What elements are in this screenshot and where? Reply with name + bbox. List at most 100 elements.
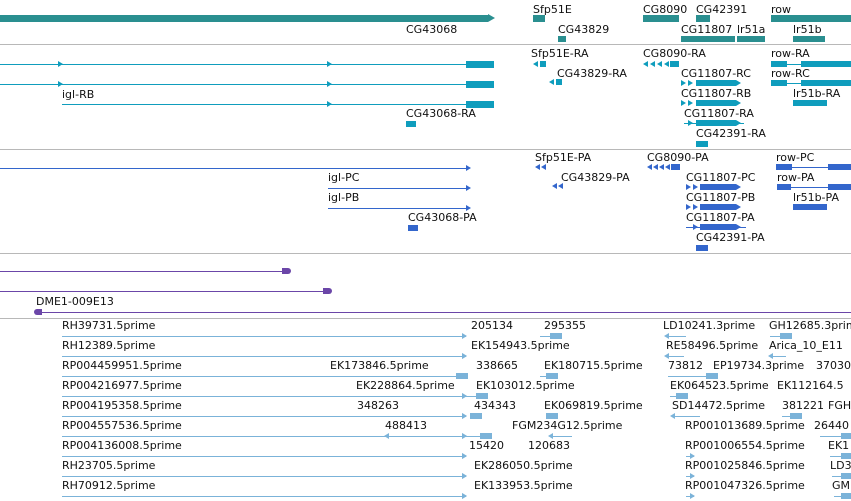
strand-arrow-icon <box>736 184 741 190</box>
transcript-exon[interactable] <box>696 100 736 106</box>
strand-arrow-icon <box>541 164 546 170</box>
est-block[interactable] <box>546 413 558 419</box>
transcript-label: CG42391-RA <box>696 127 766 140</box>
transcript-exon[interactable] <box>793 100 827 106</box>
strand-arrow-icon <box>693 204 698 210</box>
transcript-exon[interactable] <box>540 61 546 67</box>
est-line <box>62 436 466 437</box>
gene-feature-lr51b[interactable] <box>793 36 825 42</box>
transcript-exon[interactable] <box>696 80 736 86</box>
est-line <box>668 376 716 377</box>
strand-arrow-icon <box>657 61 662 67</box>
transcript-exon[interactable] <box>406 121 416 127</box>
est-block[interactable] <box>470 413 482 419</box>
gene-feature-cg11807[interactable] <box>681 36 735 42</box>
est-line <box>62 416 466 417</box>
protein-block[interactable] <box>793 204 827 210</box>
strand-arrow-icon <box>462 393 467 399</box>
protein-line <box>328 188 466 189</box>
clone-end[interactable] <box>282 268 291 274</box>
strand-arrow-icon <box>647 164 652 170</box>
strand-arrow-icon <box>688 120 693 126</box>
transcript-exon[interactable] <box>556 79 562 85</box>
strand-arrow-icon <box>466 165 471 171</box>
protein-block[interactable] <box>700 184 736 190</box>
strand-arrow-icon <box>688 80 693 86</box>
protein-block[interactable] <box>671 164 680 170</box>
est-block[interactable] <box>780 333 792 339</box>
est-block[interactable] <box>841 493 851 499</box>
protein-block[interactable] <box>408 225 418 231</box>
est-label: 37030 <box>816 359 851 372</box>
est-block[interactable] <box>841 473 851 479</box>
clone-end[interactable] <box>323 288 332 294</box>
gene-feature-cg42391[interactable] <box>696 15 710 22</box>
gene-label: CG43829 <box>558 23 610 36</box>
gene-label: Sfp51E <box>533 3 572 16</box>
est-block[interactable] <box>550 333 562 339</box>
protein-block[interactable] <box>700 224 736 230</box>
est-label: RH12389.5prime <box>62 339 156 352</box>
strand-arrow-icon <box>462 413 467 419</box>
transcript-exon[interactable] <box>771 61 787 67</box>
gene-feature-cg8090[interactable] <box>643 15 679 22</box>
protein-label: CG43829-PA <box>561 171 630 184</box>
protein-block[interactable] <box>828 184 851 190</box>
est-label: EP19734.3prime <box>713 359 805 372</box>
protein-block[interactable] <box>776 164 792 170</box>
strand-arrow-icon <box>736 80 741 86</box>
est-block[interactable] <box>676 393 688 399</box>
est-block[interactable] <box>476 393 488 399</box>
gene-feature-cg43829[interactable] <box>558 36 566 42</box>
track-divider <box>0 149 851 150</box>
est-line <box>330 376 466 377</box>
est-block[interactable] <box>790 413 802 419</box>
est-block[interactable] <box>841 433 851 439</box>
protein-block[interactable] <box>828 164 851 170</box>
transcript-exon[interactable] <box>801 61 851 67</box>
transcript-label: CG8090-RA <box>643 47 706 60</box>
transcript-exon[interactable] <box>696 141 708 147</box>
protein-block[interactable] <box>777 184 791 190</box>
est-line <box>666 336 686 337</box>
gene-feature-lr51a[interactable] <box>737 36 765 42</box>
protein-block[interactable] <box>696 245 708 251</box>
protein-label: igl-PB <box>328 191 360 204</box>
est-block[interactable] <box>456 373 468 379</box>
strand-arrow-icon <box>690 473 695 479</box>
strand-arrow-icon <box>327 101 332 107</box>
strand-arrow-icon <box>462 473 467 479</box>
est-line <box>330 476 466 477</box>
est-block[interactable] <box>841 453 851 459</box>
strand-arrow-icon <box>681 100 686 106</box>
strand-arrow-icon <box>664 333 669 339</box>
transcript-exon[interactable] <box>466 61 494 68</box>
clone-end[interactable] <box>34 309 42 315</box>
transcript-label: lr51b-RA <box>793 87 841 100</box>
protein-label: CG8090-PA <box>647 151 709 164</box>
strand-arrow-icon <box>535 164 540 170</box>
est-line <box>62 376 466 377</box>
gene-feature-row[interactable] <box>771 15 851 22</box>
est-block[interactable] <box>706 373 718 379</box>
transcript-exon[interactable] <box>801 80 851 86</box>
strand-arrow-icon <box>462 333 467 339</box>
est-line <box>330 396 466 397</box>
est-block[interactable] <box>546 373 558 379</box>
est-line <box>62 396 466 397</box>
transcript-intron-line <box>0 64 466 65</box>
est-label: 381221 <box>782 399 824 412</box>
transcript-exon[interactable] <box>466 81 494 88</box>
est-label: RH39731.5prime <box>62 319 156 332</box>
transcript-exon[interactable] <box>670 61 679 67</box>
transcript-exon[interactable] <box>466 101 494 108</box>
protein-block[interactable] <box>700 204 736 210</box>
transcript-exon[interactable] <box>696 120 736 126</box>
gene-feature-igl[interactable] <box>0 15 488 22</box>
transcript-intron-line <box>62 104 466 105</box>
strand-arrow-icon <box>548 433 553 439</box>
gene-feature-sfp51e[interactable] <box>533 15 545 22</box>
transcript-exon[interactable] <box>771 80 787 86</box>
est-block[interactable] <box>480 433 492 439</box>
